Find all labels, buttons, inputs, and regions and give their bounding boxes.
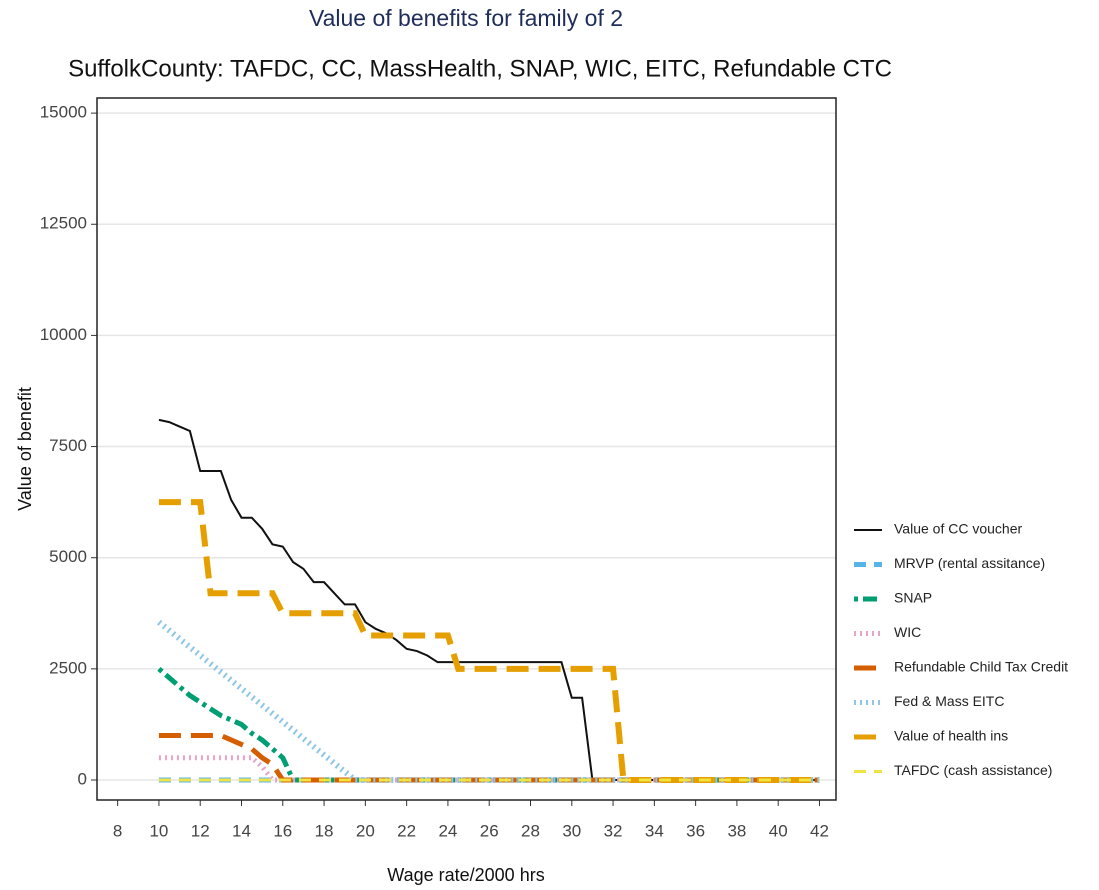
x-tick-label: 14 (232, 821, 251, 840)
plot-frame (96, 97, 837, 801)
chart-title: Value of benefits for family of 2 (309, 5, 623, 31)
legend-label: Refundable Child Tax Credit (894, 659, 1068, 675)
x-tick-label: 10 (149, 821, 168, 840)
x-tick-label: 24 (438, 821, 457, 840)
y-tick-label: 15000 (40, 103, 87, 122)
x-axis-label: Wage rate/2000 hrs (387, 865, 544, 885)
legend-label: Value of CC voucher (894, 521, 1022, 537)
x-tick-label: 32 (604, 821, 623, 840)
y-tick-label: 12500 (40, 214, 87, 233)
x-tick-label: 38 (727, 821, 746, 840)
y-tick-label: 2500 (49, 658, 87, 677)
x-tick-label: 40 (769, 821, 788, 840)
series-line (158, 418, 820, 781)
x-tick-label: 8 (113, 821, 122, 840)
x-tick-label: 28 (521, 821, 540, 840)
x-tick-label: 18 (315, 821, 334, 840)
y-axis-label: Value of benefit (15, 387, 35, 511)
x-tick-label: 16 (273, 821, 292, 840)
series-line (158, 733, 820, 783)
legend-label: SNAP (894, 590, 932, 606)
legend-label: MRVP (rental assitance) (894, 555, 1045, 571)
chart-subtitle: SuffolkCounty: TAFDC, CC, MassHealth, SN… (68, 55, 892, 82)
series-line (157, 666, 820, 783)
series-line (158, 755, 820, 783)
x-tick-label: 34 (645, 821, 664, 840)
x-tick-label: 22 (397, 821, 416, 840)
x-tick-label: 42 (810, 821, 829, 840)
legend-label: Fed & Mass EITC (894, 693, 1004, 709)
y-tick-label: 0 (78, 769, 87, 788)
y-tick-label: 7500 (49, 436, 87, 455)
x-tick-label: 30 (562, 821, 581, 840)
legend-label: WIC (894, 624, 921, 640)
x-tick-label: 20 (356, 821, 375, 840)
y-tick-label: 10000 (40, 325, 87, 344)
x-tick-label: 12 (191, 821, 210, 840)
legend-label: Value of health ins (894, 728, 1008, 744)
x-tick-label: 36 (686, 821, 705, 840)
y-tick-label: 5000 (49, 547, 87, 566)
x-tick-label: 26 (480, 821, 499, 840)
legend-label: TAFDC (cash assistance) (894, 762, 1052, 778)
